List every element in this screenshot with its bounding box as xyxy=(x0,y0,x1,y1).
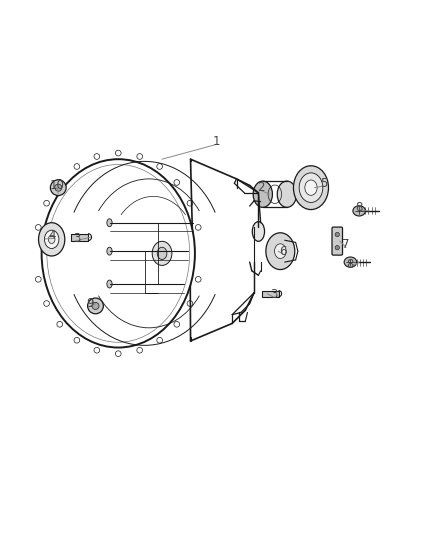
Ellipse shape xyxy=(152,241,172,265)
Text: 4: 4 xyxy=(49,229,57,243)
Ellipse shape xyxy=(299,173,323,203)
Ellipse shape xyxy=(275,244,286,259)
Ellipse shape xyxy=(107,247,112,255)
Ellipse shape xyxy=(305,180,317,195)
Ellipse shape xyxy=(48,235,55,244)
Text: 6: 6 xyxy=(279,245,286,257)
Ellipse shape xyxy=(157,247,167,260)
Text: 3: 3 xyxy=(73,231,80,245)
Ellipse shape xyxy=(266,233,295,270)
Text: 8: 8 xyxy=(347,258,354,271)
Ellipse shape xyxy=(353,206,365,216)
Ellipse shape xyxy=(253,181,272,207)
Ellipse shape xyxy=(277,181,297,207)
Ellipse shape xyxy=(39,223,65,256)
Text: 8: 8 xyxy=(356,201,363,214)
Text: 5: 5 xyxy=(321,177,328,190)
Text: 2: 2 xyxy=(257,181,265,194)
Circle shape xyxy=(335,232,339,237)
Text: 3: 3 xyxy=(270,288,277,302)
Ellipse shape xyxy=(107,280,112,288)
Ellipse shape xyxy=(44,230,59,248)
Circle shape xyxy=(88,298,103,314)
Ellipse shape xyxy=(107,219,112,227)
Ellipse shape xyxy=(344,257,357,267)
Circle shape xyxy=(50,180,66,196)
Circle shape xyxy=(335,246,339,250)
Text: 9: 9 xyxy=(86,297,94,310)
Bar xyxy=(71,233,88,241)
Text: 1: 1 xyxy=(213,135,221,148)
Bar xyxy=(262,290,279,297)
Text: 7: 7 xyxy=(342,238,350,251)
Ellipse shape xyxy=(252,222,265,241)
Text: 10: 10 xyxy=(49,179,64,192)
FancyBboxPatch shape xyxy=(332,227,343,255)
Circle shape xyxy=(55,184,62,191)
Ellipse shape xyxy=(293,166,328,209)
Circle shape xyxy=(92,302,99,310)
